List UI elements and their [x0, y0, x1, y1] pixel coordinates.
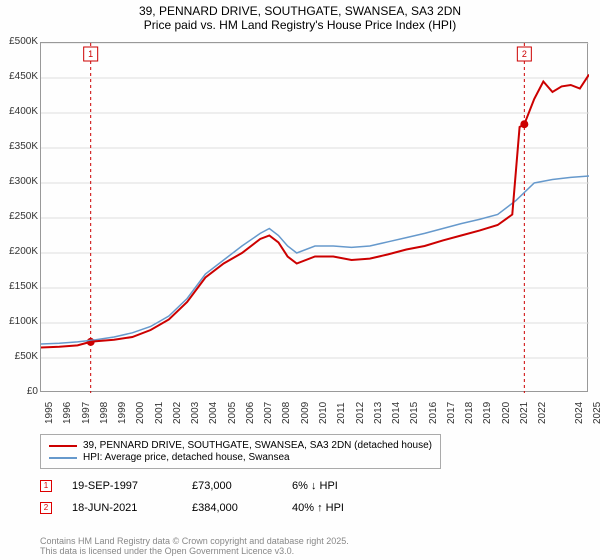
legend-label-1: 39, PENNARD DRIVE, SOUTHGATE, SWANSEA, S… — [83, 440, 432, 451]
plot-area: 12 — [40, 42, 588, 392]
chart-svg: 12 — [41, 43, 589, 393]
chart-container: 39, PENNARD DRIVE, SOUTHGATE, SWANSEA, S… — [0, 0, 600, 560]
x-tick-label: 2013 — [373, 402, 384, 424]
marker-price-2: £384,000 — [192, 502, 272, 514]
y-tick-label: £200K — [0, 246, 38, 257]
svg-text:1: 1 — [88, 49, 93, 59]
y-tick-label: £500K — [0, 36, 38, 47]
y-tick-label: £0 — [0, 386, 38, 397]
x-tick-label: 2022 — [537, 402, 548, 424]
x-tick-label: 2005 — [227, 402, 238, 424]
legend-swatch-1 — [49, 445, 77, 447]
marker-diff-1: 6% ↓ HPI — [292, 480, 338, 492]
x-tick-label: 2007 — [263, 402, 274, 424]
x-tick-label: 2002 — [172, 402, 183, 424]
x-tick-label: 2010 — [318, 402, 329, 424]
marker-date-1: 19-SEP-1997 — [72, 480, 172, 492]
marker-badge-1: 1 — [40, 480, 52, 492]
y-tick-label: £450K — [0, 71, 38, 82]
x-tick-label: 2006 — [245, 402, 256, 424]
x-tick-label: 2008 — [281, 402, 292, 424]
x-tick-label: 2014 — [391, 402, 402, 424]
x-tick-label: 2012 — [355, 402, 366, 424]
x-tick-label: 2019 — [482, 402, 493, 424]
legend: 39, PENNARD DRIVE, SOUTHGATE, SWANSEA, S… — [40, 434, 441, 469]
marker-row-2: 2 18-JUN-2021 £384,000 40% ↑ HPI — [40, 502, 344, 514]
legend-label-2: HPI: Average price, detached house, Swan… — [83, 452, 290, 463]
x-tick-label: 1998 — [99, 402, 110, 424]
y-tick-label: £150K — [0, 281, 38, 292]
legend-item-1: 39, PENNARD DRIVE, SOUTHGATE, SWANSEA, S… — [49, 440, 432, 451]
x-tick-label: 2024 — [574, 402, 585, 424]
y-tick-label: £400K — [0, 106, 38, 117]
marker-diff-2: 40% ↑ HPI — [292, 502, 344, 514]
x-tick-label: 1995 — [44, 402, 55, 424]
y-tick-label: £300K — [0, 176, 38, 187]
svg-text:2: 2 — [522, 49, 527, 59]
x-tick-label: 2017 — [446, 402, 457, 424]
y-tick-label: £250K — [0, 211, 38, 222]
x-tick-label: 2000 — [135, 402, 146, 424]
marker-price-1: £73,000 — [192, 480, 272, 492]
y-tick-label: £100K — [0, 316, 38, 327]
marker-row-1: 1 19-SEP-1997 £73,000 6% ↓ HPI — [40, 480, 338, 492]
x-tick-label: 1996 — [62, 402, 73, 424]
x-tick-label: 2018 — [464, 402, 475, 424]
legend-item-2: HPI: Average price, detached house, Swan… — [49, 452, 432, 463]
x-tick-label: 2020 — [501, 402, 512, 424]
x-tick-label: 2003 — [190, 402, 201, 424]
x-tick-label: 2011 — [336, 402, 347, 424]
credit-text: Contains HM Land Registry data © Crown c… — [40, 536, 349, 556]
x-tick-label: 2021 — [519, 402, 530, 424]
x-tick-label: 1997 — [81, 402, 92, 424]
title-line-1: 39, PENNARD DRIVE, SOUTHGATE, SWANSEA, S… — [0, 0, 600, 18]
y-tick-label: £50K — [0, 351, 38, 362]
y-tick-label: £350K — [0, 141, 38, 152]
marker-date-2: 18-JUN-2021 — [72, 502, 172, 514]
title-line-2: Price paid vs. HM Land Registry's House … — [0, 18, 600, 32]
marker-badge-2: 2 — [40, 502, 52, 514]
x-tick-label: 2015 — [409, 402, 420, 424]
x-tick-label: 2004 — [208, 402, 219, 424]
x-tick-label: 2016 — [428, 402, 439, 424]
x-tick-label: 2009 — [300, 402, 311, 424]
legend-swatch-2 — [49, 457, 77, 459]
x-tick-label: 2001 — [154, 402, 165, 424]
x-tick-label: 2025 — [592, 402, 600, 424]
x-tick-label: 1999 — [117, 402, 128, 424]
